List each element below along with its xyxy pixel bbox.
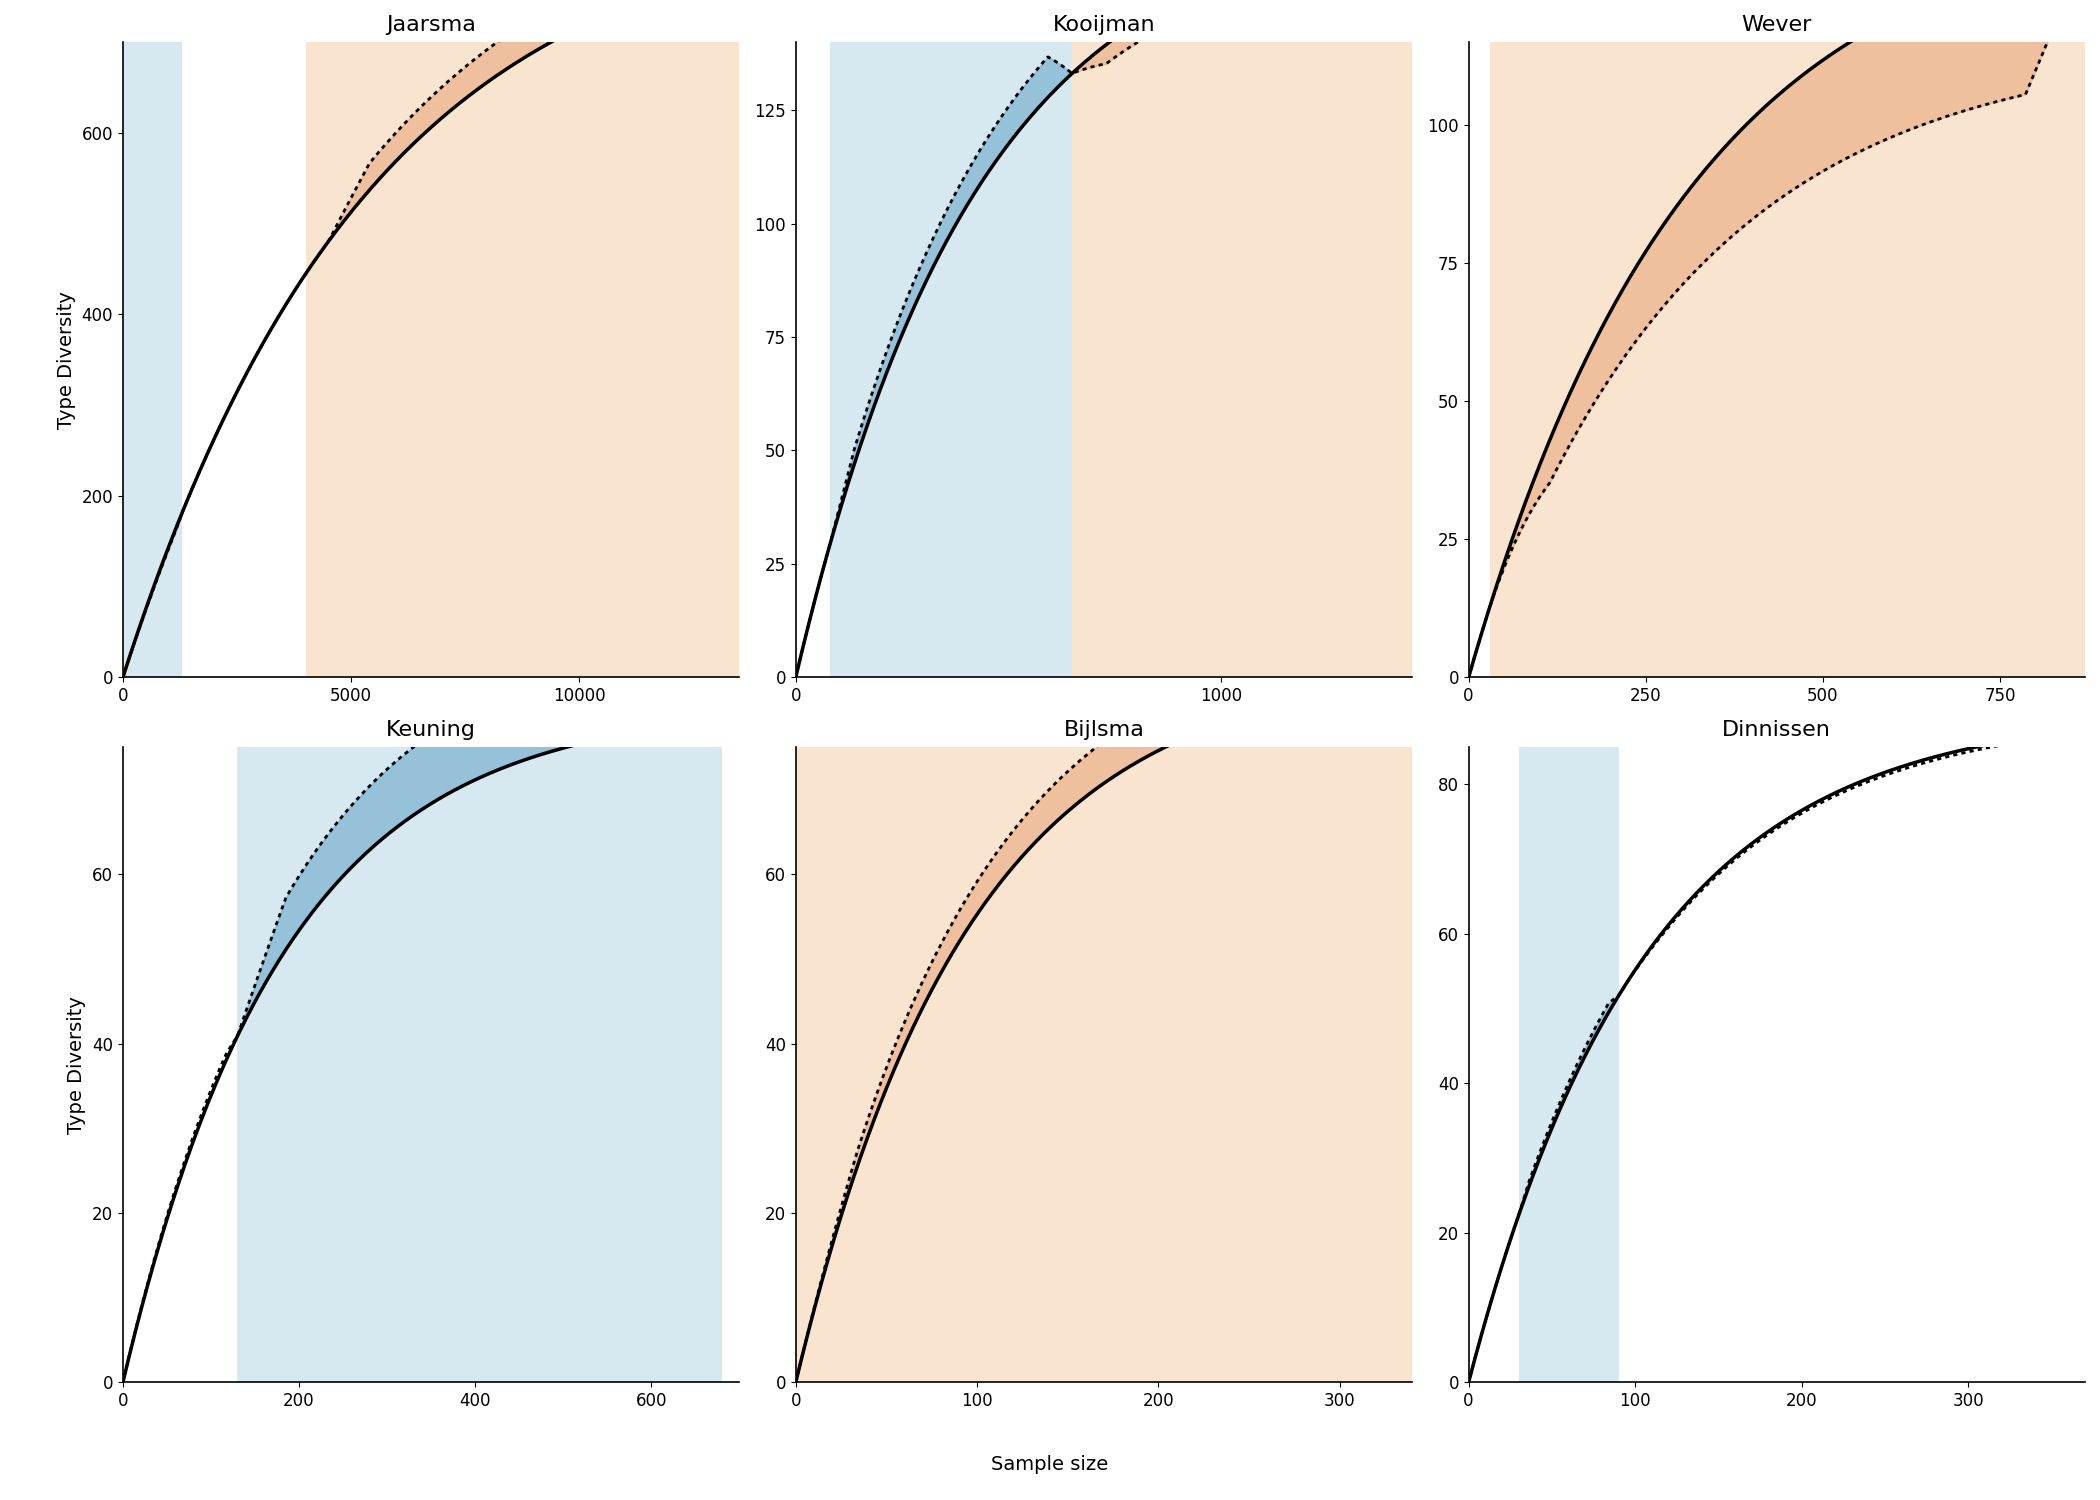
Bar [796, 747, 1411, 1383]
Bar [830, 42, 1073, 678]
Text: Sample size: Sample size [991, 1455, 1109, 1474]
Title: Jaarsma: Jaarsma [386, 15, 477, 34]
Title: Dinnissen: Dinnissen [1722, 720, 1831, 740]
Bar [1518, 747, 1619, 1383]
Title: Kooijman: Kooijman [1052, 15, 1155, 34]
Bar [304, 42, 739, 678]
Title: Bijlsma: Bijlsma [1063, 720, 1144, 740]
Bar [237, 747, 722, 1383]
Bar [1073, 42, 1411, 678]
Bar [1489, 42, 2085, 678]
Title: Wever: Wever [1741, 15, 1812, 34]
Title: Keuning: Keuning [386, 720, 477, 740]
Y-axis label: Type Diversity: Type Diversity [67, 996, 86, 1134]
Y-axis label: Type Diversity: Type Diversity [57, 291, 76, 429]
Bar [124, 42, 183, 678]
